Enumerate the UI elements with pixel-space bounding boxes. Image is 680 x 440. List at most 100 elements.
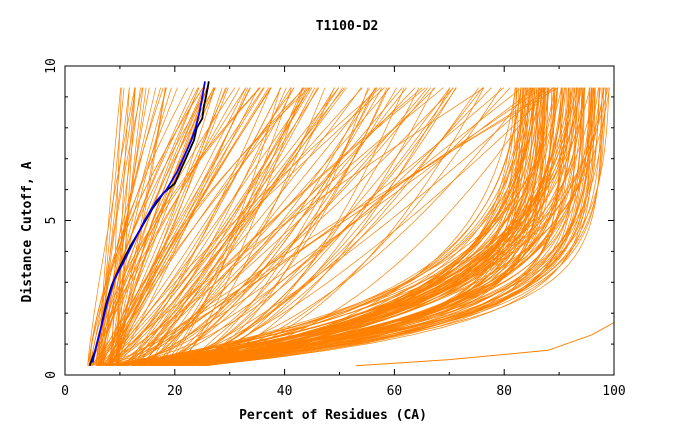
- model-curve: [92, 87, 251, 366]
- model-curve: [110, 87, 316, 367]
- model-curve: [163, 87, 428, 366]
- model-curve: [109, 87, 556, 367]
- model-curve: [156, 87, 377, 366]
- model-curve: [167, 87, 483, 367]
- model-curve: [119, 87, 287, 366]
- model-curve: [108, 87, 228, 366]
- y-axis-label: Distance Cutoff, A: [20, 161, 35, 302]
- model-curve: [157, 87, 485, 367]
- model-curve: [155, 87, 585, 367]
- model-curve: [170, 87, 596, 367]
- model-curve: [199, 87, 527, 367]
- model-curve: [99, 87, 505, 367]
- model-curve: [88, 87, 136, 366]
- model-curve: [127, 87, 339, 366]
- model-curve: [111, 87, 122, 366]
- model-curve: [95, 87, 295, 367]
- model-curve: [90, 87, 210, 366]
- model-curve: [162, 87, 581, 367]
- model-curve: [175, 87, 522, 367]
- model-curve: [138, 87, 423, 366]
- model-curve: [105, 87, 320, 366]
- model-curve: [155, 87, 544, 367]
- y-tick-label: 10: [44, 58, 59, 74]
- model-curve: [175, 87, 605, 367]
- model-curve: [97, 87, 416, 367]
- model-curve: [159, 87, 556, 367]
- model-curve: [128, 87, 559, 366]
- model-curve: [112, 87, 271, 366]
- model-curve: [119, 87, 308, 367]
- x-axis-label: Percent of Residues (CA): [239, 408, 427, 423]
- model-curve: [203, 87, 558, 367]
- model-curve: [111, 87, 172, 366]
- model-curve: [105, 87, 378, 367]
- model-curve: [137, 87, 575, 367]
- model-curve: [115, 87, 206, 366]
- model-curve: [97, 87, 223, 366]
- model-curve: [92, 87, 147, 366]
- chart-title: T1100-D2: [316, 19, 379, 34]
- model-curve: [102, 87, 347, 366]
- y-axis: 0 5 10: [44, 58, 614, 379]
- model-curve: [190, 87, 553, 367]
- model-curve: [122, 87, 544, 367]
- model-curve: [175, 87, 554, 367]
- y-tick-label: 5: [44, 217, 59, 225]
- model-curve: [100, 87, 157, 366]
- model-curve: [97, 87, 261, 366]
- x-tick-label: 80: [496, 384, 512, 399]
- model-curve: [89, 87, 204, 366]
- model-curve: [87, 87, 178, 366]
- model-curve: [108, 87, 485, 366]
- model-curve: [141, 87, 403, 366]
- model-curve: [155, 87, 420, 367]
- model-curve: [115, 87, 208, 366]
- model-curve: [172, 87, 605, 367]
- model-curve: [151, 87, 388, 367]
- model-curve: [120, 87, 454, 367]
- model-curve: [109, 87, 200, 366]
- model-curve: [110, 87, 381, 366]
- model-curve: [200, 87, 577, 367]
- series-line-1: [91, 81, 206, 363]
- model-curve: [181, 87, 451, 367]
- model-curve: [147, 87, 336, 366]
- model-curve: [173, 87, 405, 367]
- model-curve: [114, 87, 282, 366]
- model-curve: [182, 87, 454, 367]
- model-curve: [141, 87, 398, 367]
- model-curve: [195, 87, 556, 367]
- model-curve: [143, 87, 534, 367]
- model-curve: [125, 87, 457, 367]
- model-curve: [95, 87, 261, 366]
- model-curve: [107, 87, 310, 366]
- model-curve: [122, 87, 272, 366]
- model-curve: [154, 87, 538, 367]
- model-curve: [144, 87, 426, 366]
- model-curve: [118, 87, 562, 367]
- x-axis: 0 20 40 60 80 100: [61, 66, 626, 399]
- model-curve: [134, 87, 581, 367]
- model-curve: [125, 87, 542, 367]
- model-curve: [122, 87, 594, 367]
- model-curve: [137, 87, 583, 367]
- model-curve: [183, 87, 603, 367]
- model-curve: [166, 87, 479, 367]
- model-curve: [156, 87, 554, 366]
- model-curves: [87, 87, 610, 367]
- model-curve: [138, 87, 345, 366]
- x-tick-label: 20: [167, 384, 183, 399]
- y-tick-label: 0: [44, 371, 59, 379]
- model-curve: [150, 87, 600, 367]
- x-tick-label: 40: [277, 384, 293, 399]
- model-curve: [159, 87, 502, 367]
- model-curve: [91, 87, 247, 366]
- model-curve: [138, 87, 531, 367]
- model-curve: [161, 87, 369, 367]
- model-curve: [185, 87, 523, 366]
- x-tick-label: 60: [387, 384, 403, 399]
- model-curve: [133, 87, 363, 366]
- model-curve: [107, 87, 259, 366]
